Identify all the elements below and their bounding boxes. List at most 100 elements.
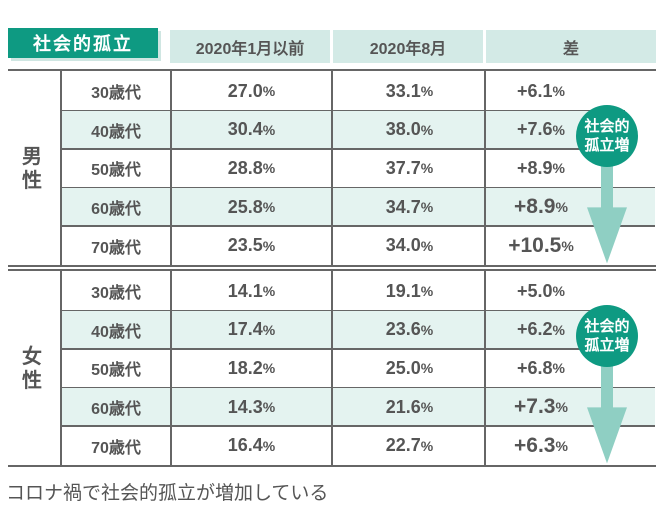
unit: % [555, 437, 568, 454]
value: +7.3 [514, 395, 556, 419]
value-cell-after: 23.6% [333, 311, 486, 350]
value-cell-after: 19.1% [333, 272, 486, 311]
unit: % [555, 199, 568, 216]
unit: % [552, 283, 565, 300]
row-divider [60, 386, 655, 389]
value: +7.6 [517, 119, 553, 140]
value-cell-after: 33.1% [333, 72, 486, 111]
value: +8.9 [514, 195, 556, 219]
age-label: 70歳代 [91, 239, 141, 257]
unit: % [552, 360, 565, 377]
column-header-diff: 差 [486, 30, 656, 63]
value-cell-diff: +6.3% [486, 426, 596, 465]
value: +10.5 [508, 233, 562, 257]
unit: % [262, 160, 276, 177]
value-cell-after: 25.0% [333, 349, 486, 388]
value: 22.7 [385, 435, 421, 456]
unit: % [420, 321, 434, 338]
unit: % [420, 399, 434, 416]
value-cell-before: 14.3% [170, 388, 333, 427]
unit: % [552, 83, 565, 100]
value-cell-diff: +6.8% [486, 349, 596, 388]
unit: % [555, 399, 568, 416]
value-cell-before: 28.8% [170, 149, 333, 188]
value-cell-before: 30.4% [170, 111, 333, 150]
value: 18.2 [227, 357, 263, 378]
column-divider [484, 271, 486, 465]
increase-badge: 社会的孤立増 [576, 304, 638, 367]
row-divider [60, 225, 655, 227]
value: 33.1 [385, 80, 421, 101]
age-label: 40歳代 [91, 323, 141, 341]
unit: % [420, 283, 434, 300]
age-label: 60歳代 [91, 201, 141, 219]
value-cell-diff: +10.5% [486, 226, 596, 265]
value-cell-diff: +7.3% [486, 388, 596, 427]
group-label: 男性 [22, 145, 42, 192]
age-label: 30歳代 [91, 285, 141, 303]
unit: % [262, 399, 276, 416]
age-label: 60歳代 [91, 401, 141, 419]
group-bottom-border [8, 465, 656, 467]
column-header-after: 2020年8月 [333, 30, 483, 63]
caption: コロナ禍で社会的孤立が増加している [6, 483, 329, 504]
unit: % [420, 160, 434, 177]
group-top-border [8, 69, 656, 71]
unit: % [262, 237, 276, 254]
unit: % [262, 437, 276, 454]
value: 38.0 [385, 119, 421, 140]
value: 23.5 [227, 235, 263, 256]
down-arrow-icon [585, 310, 629, 465]
value-cell-before: 23.5% [170, 226, 333, 265]
unit: % [420, 199, 434, 216]
unit: % [552, 321, 565, 338]
column-divider [331, 71, 333, 265]
row-highlight [62, 387, 655, 427]
value-cell-after: 22.7% [333, 426, 486, 465]
unit: % [262, 321, 276, 338]
value-cell-before: 27.0% [170, 72, 333, 111]
value: 28.8 [227, 157, 263, 178]
unit: % [262, 121, 276, 138]
column-divider [170, 271, 172, 465]
row-highlight [62, 110, 625, 150]
value-cell-diff: +5.0% [486, 272, 596, 311]
value: +6.2 [517, 319, 553, 340]
value: 27.0 [227, 80, 263, 101]
age-label: 50歳代 [91, 162, 141, 180]
row-divider [60, 109, 625, 112]
value: 23.6 [385, 319, 421, 340]
unit: % [262, 83, 276, 100]
column-divider [60, 271, 62, 465]
row-divider [60, 425, 655, 427]
unit: % [420, 437, 434, 454]
value-cell-before: 17.4% [170, 311, 333, 350]
value-cell-after: 37.7% [333, 149, 486, 188]
value: +6.3 [514, 433, 556, 457]
column-header-before: 2020年1月以前 [170, 30, 330, 63]
value-cell-diff: +8.9% [486, 188, 596, 227]
value: 16.4 [227, 435, 263, 456]
unit: % [262, 199, 276, 216]
value-cell-diff: +6.2% [486, 311, 596, 350]
row-divider [60, 186, 655, 189]
value-cell-before: 16.4% [170, 426, 333, 465]
unit: % [420, 360, 434, 377]
value-cell-after: 34.0% [333, 226, 486, 265]
age-label: 50歳代 [91, 362, 141, 380]
row-divider [60, 309, 625, 312]
unit: % [262, 360, 276, 377]
row-highlight [62, 187, 655, 227]
group-top-border [8, 269, 656, 271]
value-cell-diff: +6.1% [486, 72, 596, 111]
increase-badge: 社会的孤立増 [576, 104, 638, 167]
value-cell-after: 38.0% [333, 111, 486, 150]
value: 37.7 [385, 157, 421, 178]
value: 21.6 [385, 396, 421, 417]
value-cell-diff: +7.6% [486, 111, 596, 150]
down-arrow-icon [585, 110, 629, 265]
unit: % [561, 237, 574, 254]
value: 25.0 [385, 357, 421, 378]
value: 17.4 [227, 319, 263, 340]
column-divider [331, 271, 333, 465]
